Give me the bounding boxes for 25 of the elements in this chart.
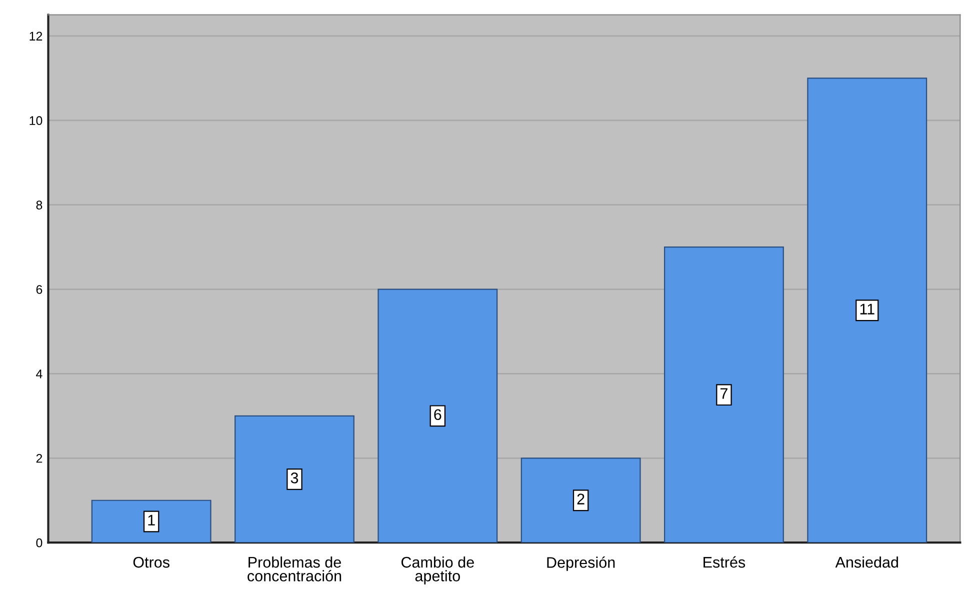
bar xyxy=(807,78,928,543)
x-tick-label: Problemas de concentración xyxy=(248,556,342,582)
x-tick-label: Otros xyxy=(133,556,170,568)
y-tick-label: 4 xyxy=(36,370,42,378)
y-tick-label: 12 xyxy=(30,32,42,40)
y-tick-label: 2 xyxy=(36,454,42,463)
y-tick-label: 0 xyxy=(36,538,42,548)
x-tick-label: Cambio de apetito xyxy=(401,556,474,584)
data-label: 3 xyxy=(290,472,298,484)
bar xyxy=(520,458,641,543)
x-tick-label: Estrés xyxy=(704,556,746,568)
bar xyxy=(664,246,784,543)
data-label: 6 xyxy=(434,409,442,420)
y-tick-label: 10 xyxy=(30,116,42,126)
x-tick-label: Ansiedad xyxy=(835,556,898,568)
bar xyxy=(91,500,212,543)
bar xyxy=(378,288,498,543)
bar xyxy=(234,415,354,543)
data-label: 2 xyxy=(577,494,584,504)
data-label: 1 xyxy=(148,514,155,526)
y-tick-label: 6 xyxy=(36,285,42,294)
data-label: 7 xyxy=(720,388,728,399)
data-label: 11 xyxy=(860,304,874,314)
x-tick-label: Depresión xyxy=(547,556,615,571)
y-tick-label: 8 xyxy=(36,200,42,210)
